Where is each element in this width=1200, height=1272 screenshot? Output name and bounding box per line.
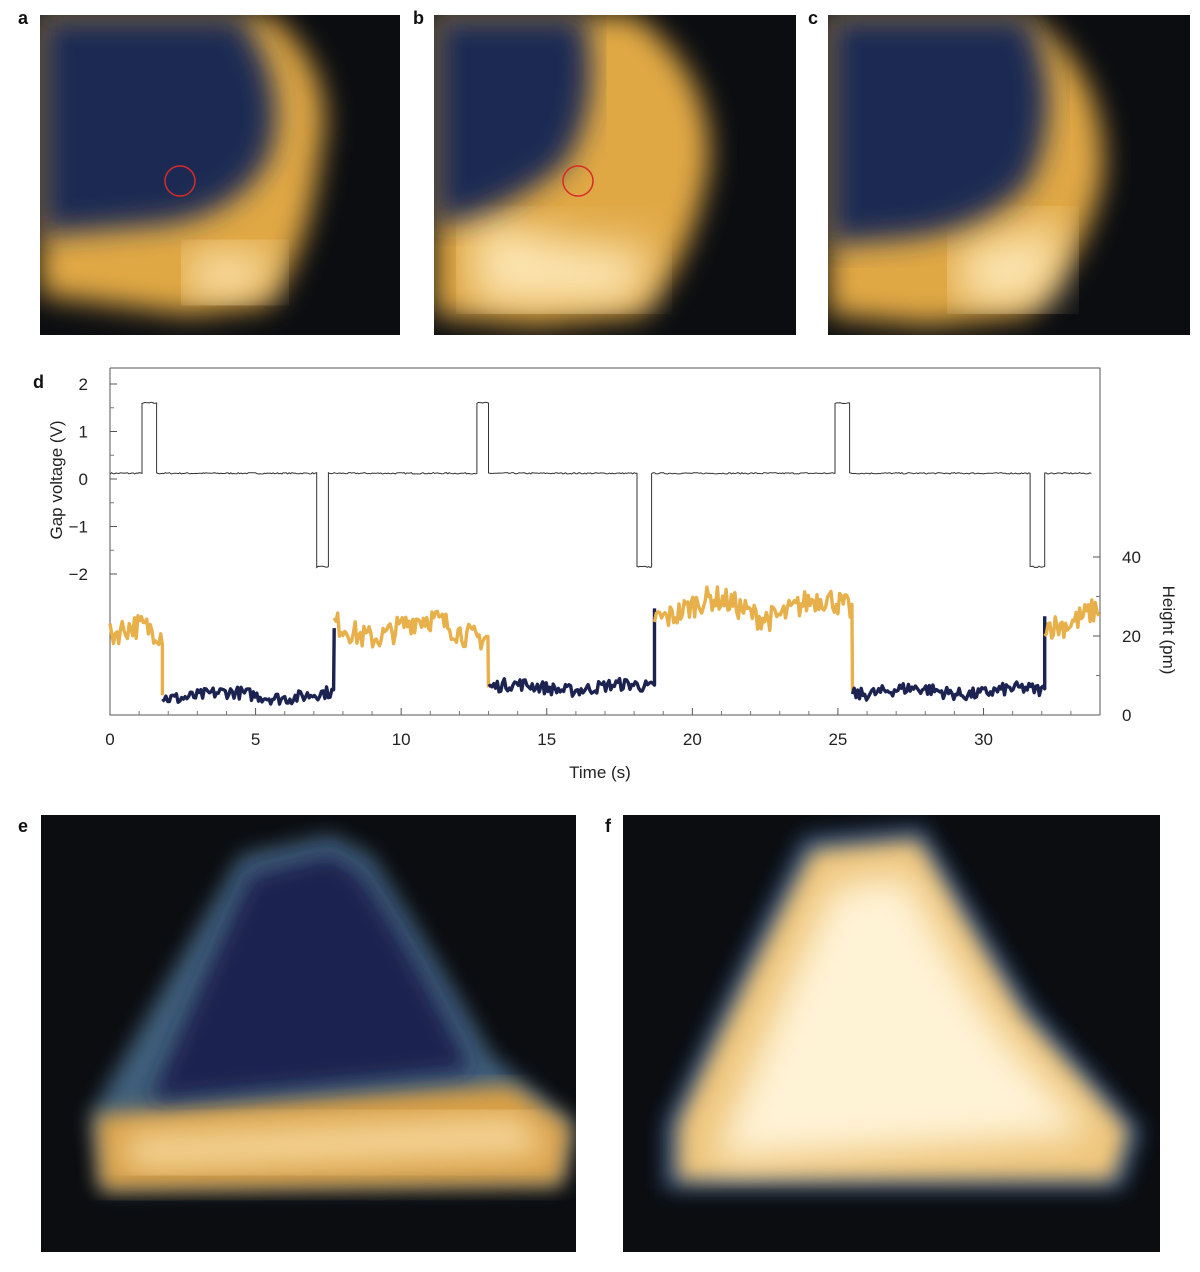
height-trace-bright-segment <box>652 585 855 692</box>
x-tick-label: 15 <box>537 730 556 749</box>
x-axis-label: Time (s) <box>569 763 631 782</box>
panel-letter-d: d <box>33 372 44 392</box>
stm-image-a <box>40 15 400 335</box>
y-right-tick-label: 40 <box>1122 548 1141 567</box>
panel-letter-f: f <box>605 816 611 836</box>
height-trace-bright-segment <box>332 609 491 688</box>
panel-letter-e: e <box>18 816 29 836</box>
stm-image-e <box>41 815 576 1252</box>
chart-frame <box>109 367 1101 716</box>
panel-letter-c: c <box>808 8 819 28</box>
y-left-tick-label: −1 <box>69 518 88 537</box>
marker-circle-a <box>164 165 196 197</box>
x-tick-label: 10 <box>392 730 411 749</box>
stm-image-c <box>828 15 1190 335</box>
stm-image-f <box>623 815 1160 1252</box>
y-right-tick-label: 20 <box>1122 627 1141 646</box>
stm-image-b <box>434 15 796 335</box>
x-tick-label: 5 <box>251 730 260 749</box>
x-tick-label: 0 <box>105 730 114 749</box>
y-axis-left-label: Gap voltage (V) <box>47 420 66 539</box>
voltage-trace <box>109 401 1092 569</box>
height-trace-bright-segment <box>108 614 165 696</box>
height-trace-bright-segment <box>1043 598 1101 640</box>
height-trace-dark-segment <box>161 628 336 706</box>
x-tick-label: 20 <box>683 730 702 749</box>
y-axis-right-label: Height (pm) <box>1159 586 1178 675</box>
height-trace-dark-segment <box>850 616 1047 702</box>
panel-letter-b: b <box>413 8 424 28</box>
y-left-tick-label: 2 <box>79 375 88 394</box>
panel-letter-a: a <box>18 8 29 28</box>
y-left-tick-label: −2 <box>69 565 88 584</box>
marker-circle-b <box>562 165 594 197</box>
x-tick-label: 30 <box>974 730 993 749</box>
y-right-tick-label: 0 <box>1122 706 1131 725</box>
height-trace-dark-segment <box>487 608 657 698</box>
y-left-tick-label: 1 <box>79 423 88 442</box>
y-left-tick-label: 0 <box>79 470 88 489</box>
x-tick-label: 25 <box>828 730 847 749</box>
